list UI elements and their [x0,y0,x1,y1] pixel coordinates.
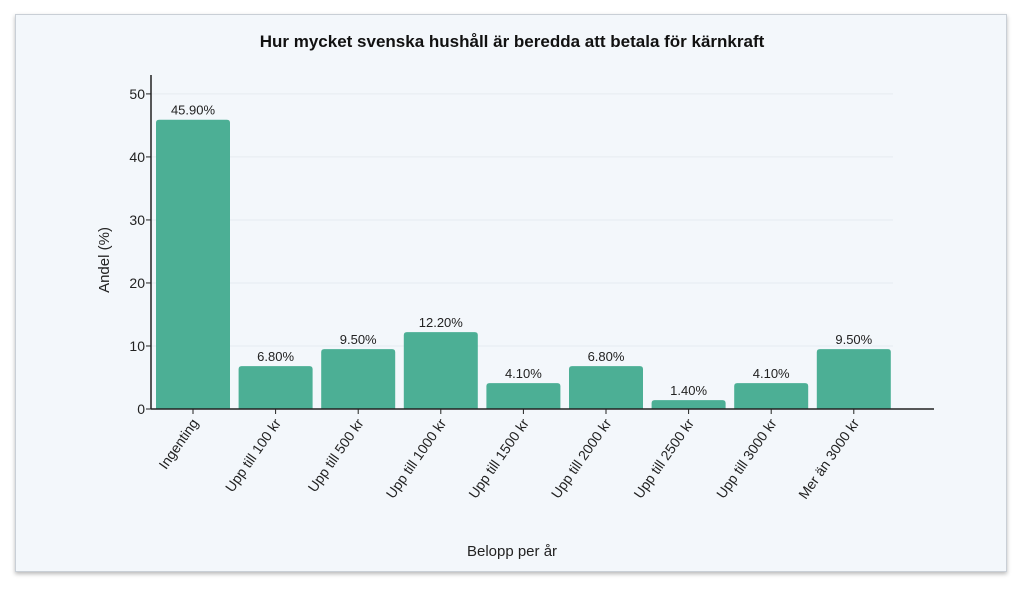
bar [569,366,643,409]
bar-value-label: 6.80% [588,349,625,364]
y-tick-label: 30 [129,212,145,228]
x-tick-label: Upp till 100 kr [222,415,284,495]
grid-lines [151,93,893,347]
y-axis-ticks: 0 10 20 30 40 50 [129,86,151,417]
x-axis-label: Belopp per år [467,543,557,560]
x-tick-label: Upp till 3000 kr [713,415,780,501]
x-tick-label: Upp till 2000 kr [548,415,615,501]
bar-value-label: 9.50% [835,332,872,347]
y-tick-label: 40 [129,149,145,165]
x-tick-label: Upp till 1500 kr [465,415,532,501]
y-tick-label: 50 [129,86,145,102]
bar-value-label: 45.90% [171,103,216,118]
bar-value-label: 1.40% [670,383,707,398]
y-axis-label: Andel (%) [96,227,113,293]
bar [156,119,230,409]
y-tick-label: 20 [129,275,145,291]
bar-value-label: 6.80% [257,349,294,364]
y-tick-label: 10 [129,338,145,354]
x-tick-label: Upp till 1000 kr [383,415,450,501]
bar [816,349,891,409]
bar [321,349,396,409]
x-tick-label: Ingenting [155,416,201,472]
bar [403,332,478,409]
bar [651,400,726,409]
bar [734,383,809,409]
x-tick-label: Upp till 2500 kr [630,415,697,501]
bar-value-label: 4.10% [753,366,790,381]
y-tick-label: 0 [137,401,145,417]
chart-title: Hur mycket svenska hushåll är beredda at… [260,32,765,51]
x-axis-ticks: Ingenting Upp till 100 kr Upp till 500 kr U… [155,409,862,502]
bars: 45.90% 6.80% 9.50% 12.20% 4.10% 6.80% 1.40% 4.1… [156,103,891,409]
bar [486,383,561,409]
bar [238,366,313,409]
x-tick-label: Mer än 3000 kr [795,415,862,502]
x-tick-label: Upp till 500 kr [304,415,366,495]
bar-value-label: 12.20% [419,315,464,330]
bar-value-label: 4.10% [505,366,542,381]
bar-value-label: 9.50% [340,332,377,347]
